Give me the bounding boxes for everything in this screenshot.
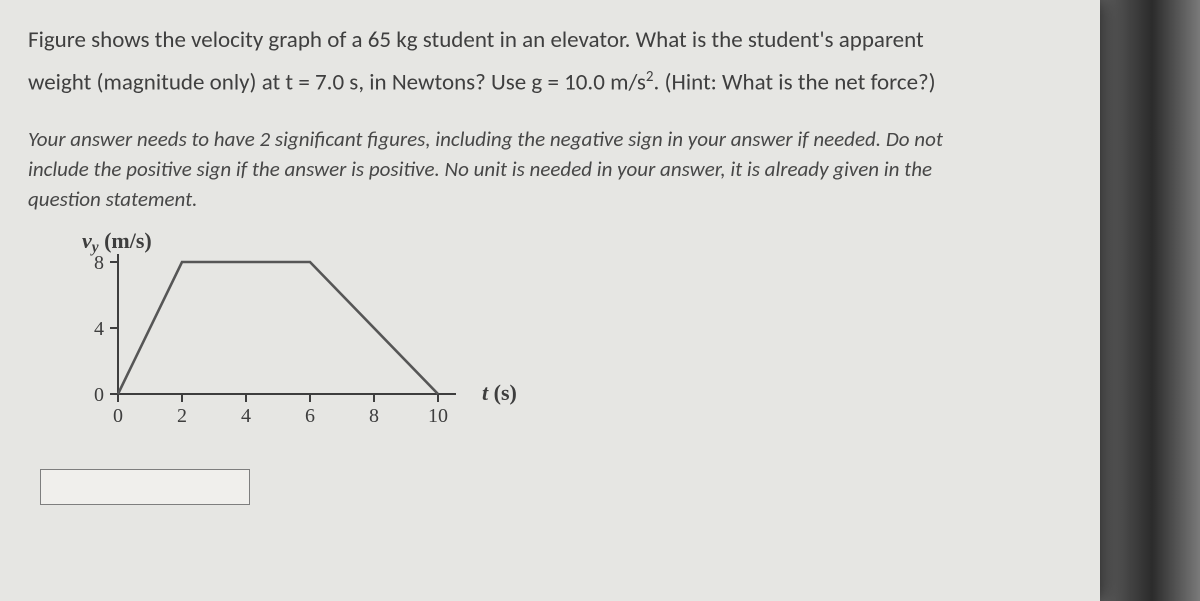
- q-part: , in Newtons? Use g =: [358, 69, 564, 97]
- svg-text:8: 8: [369, 405, 379, 427]
- q-part: . (Hint: What is the net force?): [654, 69, 936, 97]
- svg-text:0: 0: [94, 384, 104, 406]
- q-mass: 65 kg: [368, 26, 418, 54]
- q-g: 10.0 m/s: [564, 69, 646, 97]
- svg-text:0: 0: [113, 405, 123, 427]
- svg-text:2: 2: [177, 405, 187, 427]
- velocity-chart: vy (m/s) 0 4 8 0 2 4 6 8 10 t (s): [40, 228, 1072, 453]
- svg-text:4: 4: [94, 318, 104, 340]
- q-part: student in an elevator. What is the stud…: [418, 26, 924, 54]
- instructions-text: Your answer needs to have 2 significant …: [28, 124, 1072, 214]
- svg-text:t (s): t (s): [482, 380, 517, 405]
- svg-text:vy (m/s): vy (m/s): [82, 228, 152, 256]
- svg-text:10: 10: [428, 405, 448, 427]
- velocity-chart-svg: vy (m/s) 0 4 8 0 2 4 6 8 10 t (s): [40, 228, 520, 448]
- svg-text:8: 8: [94, 252, 104, 274]
- q-part: weight (magnitude only) at t =: [28, 69, 315, 97]
- svg-text:4: 4: [241, 405, 251, 427]
- q-g-exp: 2: [646, 68, 654, 86]
- q-time: 7.0 s: [315, 69, 358, 97]
- hint-line: question statement.: [28, 186, 197, 212]
- question-text: Figure shows the velocity graph of a 65 …: [28, 22, 1072, 102]
- svg-text:6: 6: [305, 405, 315, 427]
- hint-line: Your answer needs to have 2 significant …: [28, 126, 943, 152]
- answer-input[interactable]: [40, 469, 250, 505]
- hint-line: include the positive sign if the answer …: [28, 156, 932, 182]
- q-part: Figure shows the velocity graph of a: [28, 26, 368, 54]
- question-page: Figure shows the velocity graph of a 65 …: [0, 0, 1100, 601]
